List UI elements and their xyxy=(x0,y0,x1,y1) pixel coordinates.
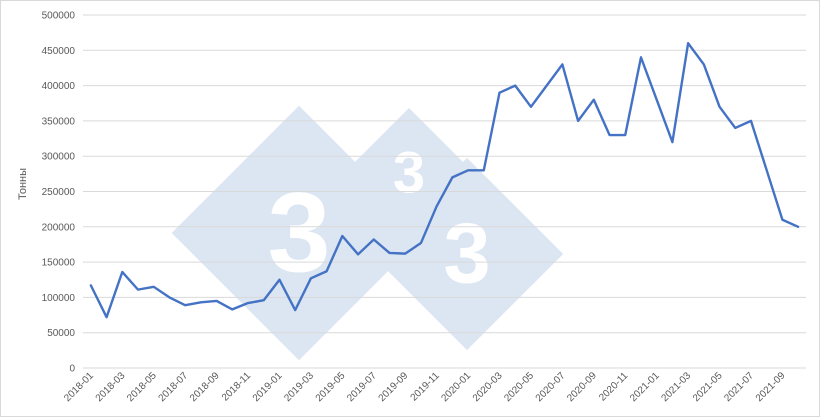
y-tick-label: 300000 xyxy=(42,152,76,163)
watermark-logo-icon: 3 33 xyxy=(171,105,564,361)
x-tick-label: 2021-09 xyxy=(754,370,788,404)
watermark-glyph: 3 xyxy=(443,207,490,302)
series-line-1 xyxy=(89,42,800,319)
x-tick-label: 2018-01 xyxy=(62,370,96,404)
y-tick-label: 450000 xyxy=(42,46,76,57)
x-tick-label: 2020-03 xyxy=(471,370,505,404)
y-tick-label: 200000 xyxy=(42,222,76,233)
y-tick-label: 100000 xyxy=(42,293,76,304)
y-tick-label: 50000 xyxy=(47,328,75,339)
y-tick-label: 0 xyxy=(69,364,75,375)
x-tick-label: 2021-05 xyxy=(691,370,725,404)
x-tick-label: 2019-01 xyxy=(251,370,285,404)
x-tick-label: 2019-09 xyxy=(377,370,411,404)
x-tick-label: 2021-01 xyxy=(628,370,662,404)
watermark-glyph: 3 xyxy=(268,169,331,295)
x-tick-label: 2021-03 xyxy=(660,370,694,404)
x-tick-label: 2020-09 xyxy=(565,370,599,404)
watermark-glyph: 3 xyxy=(393,140,425,205)
watermark-diamond-3 xyxy=(370,157,564,351)
y-tick-label: 250000 xyxy=(42,187,76,198)
x-tick-label: 2018-07 xyxy=(157,370,191,404)
y-tick-label: 400000 xyxy=(42,81,76,92)
x-tick-label: 2018-09 xyxy=(188,370,222,404)
y-axis-title: Тонны xyxy=(17,168,29,200)
x-tick-label: 2018-11 xyxy=(220,370,254,404)
x-tick-label: 2019-05 xyxy=(314,370,348,404)
y-axis-ticks: 0 50000 100000 150000 200000 250000 300000 3500… xyxy=(42,11,76,375)
x-tick-label: 2020-01 xyxy=(439,370,473,404)
x-tick-label: 2019-07 xyxy=(345,370,379,404)
y-tick-label: 150000 xyxy=(42,258,76,269)
gridlines xyxy=(83,14,806,369)
y-tick-label: 500000 xyxy=(42,11,76,22)
x-tick-label: 2019-03 xyxy=(282,370,316,404)
x-tick-label: 2018-03 xyxy=(94,370,128,404)
x-tick-label: 2020-07 xyxy=(534,370,568,404)
x-tick-label: 2021-07 xyxy=(722,370,756,404)
x-tick-label: 2018-05 xyxy=(125,370,159,404)
x-tick-label: 2020-11 xyxy=(597,370,631,404)
x-axis-ticks: 2018-012018-032018-052018-072018-092018-… xyxy=(62,370,788,404)
x-tick-label: 2020-05 xyxy=(502,370,536,404)
x-tick-label: 2019-11 xyxy=(409,370,443,404)
series-layer xyxy=(89,42,800,319)
y-tick-label: 350000 xyxy=(42,116,76,127)
